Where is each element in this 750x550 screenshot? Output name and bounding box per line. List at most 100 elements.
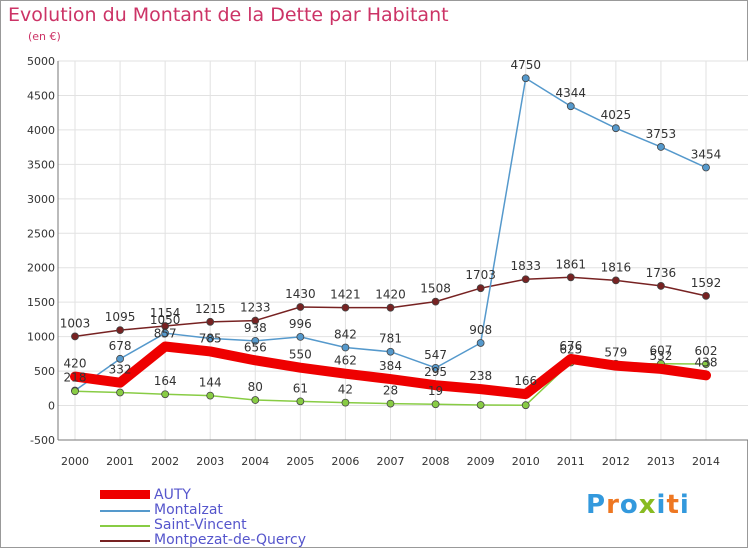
data-label-saint-vincent: 625 [559,342,582,356]
chart-title: Evolution du Montant de la Dette par Hab… [8,4,449,26]
logo-letter: t [666,490,680,520]
data-point-auty [566,354,576,364]
data-point-auty [205,347,215,356]
logo-letter: o [619,490,639,520]
data-label-auty: 420 [64,357,87,371]
data-point-saint-vincent [476,401,485,409]
data-point-montalzat [657,143,665,151]
data-point-saint-vincent [296,397,305,406]
x-tick-label: 2005 [286,455,314,468]
data-label-saint-vincent: 28 [383,384,398,398]
data-label-montalzat: 4344 [556,86,587,100]
data-point-montpezat-de-quercy [71,332,79,341]
logo-letter: i [656,490,667,520]
chart-subtitle: (en €) [28,30,61,43]
data-label-auty: 438 [695,355,718,369]
data-point-montalzat [566,102,575,111]
y-tick-label: 0 [48,400,55,413]
data-label-auty: 295 [424,365,447,379]
data-label-saint-vincent: 80 [248,380,263,394]
legend-label-auty: AUTY [154,487,191,503]
data-point-montpezat-de-quercy [476,284,485,293]
data-label-saint-vincent: 164 [154,374,177,388]
data-point-montpezat-de-quercy [611,276,620,285]
data-point-auty [250,355,260,365]
data-point-montpezat-de-quercy [386,303,395,312]
data-point-saint-vincent [431,400,440,409]
x-tick-label: 2014 [692,455,720,468]
data-label-montalzat: 218 [64,371,87,385]
data-point-auty [476,384,486,394]
x-tick-label: 2006 [331,455,359,468]
data-label-auty: 532 [649,349,672,363]
data-point-saint-vincent [251,396,260,404]
legend-swatch-montpezat [100,540,150,542]
legend-swatch-auty [100,490,150,499]
data-label-montalzat: 3454 [691,148,722,162]
data-label-montalzat: 3753 [646,127,677,141]
legend-swatch-montalzat [100,510,150,512]
data-label-montalzat: 908 [469,323,492,337]
data-point-montalzat [611,124,620,133]
data-point-montpezat-de-quercy [521,275,530,284]
data-label-montalzat: 842 [334,328,357,342]
x-tick-label: 2013 [647,455,675,468]
x-tick-label: 2001 [106,455,134,468]
data-label-auty: 857 [154,326,177,340]
data-label-montpezat-de-quercy: 1003 [60,316,91,330]
data-point-saint-vincent [521,401,530,410]
y-tick-label: 3500 [27,158,55,171]
x-tick-label: 2008 [422,455,450,468]
y-tick-label: 3000 [27,193,55,206]
data-label-montpezat-de-quercy: 1421 [330,288,361,302]
data-point-montalzat [116,354,124,363]
data-point-auty [521,389,531,399]
data-point-saint-vincent [386,399,395,408]
data-label-saint-vincent: 42 [338,383,353,397]
logo-letter: i [679,490,690,520]
data-point-montpezat-de-quercy [251,316,260,325]
y-tick-label: 5000 [27,55,55,68]
data-label-saint-vincent: 61 [293,381,308,395]
data-label-auty: 676 [559,339,582,353]
x-tick-label: 2003 [196,455,224,468]
logo-letter: r [606,490,620,520]
x-tick-label: 2010 [512,455,540,468]
data-label-montpezat-de-quercy: 1592 [691,276,722,290]
data-point-montpezat-de-quercy [431,297,440,306]
data-point-saint-vincent [71,387,79,396]
data-label-montpezat-de-quercy: 1233 [240,301,271,315]
data-label-saint-vincent: 144 [199,376,222,390]
y-tick-label: 1000 [27,331,55,344]
data-label-montalzat: 678 [109,339,132,353]
data-label-saint-vincent: 607 [649,344,672,358]
data-point-auty [386,374,395,384]
legend-label-montalzat: Montalzat [154,502,223,518]
data-label-montpezat-de-quercy: 1833 [510,259,541,273]
x-tick-label: 2012 [602,455,630,468]
data-label-auty: 550 [289,348,312,362]
data-label-montpezat-de-quercy: 1703 [465,268,496,282]
data-label-montpezat-de-quercy: 1736 [646,266,677,280]
data-point-montalzat [206,334,215,343]
legend-label-saint-vincent: Saint-Vincent [154,517,247,533]
data-point-auty [295,363,305,373]
data-label-auty: 332 [109,363,132,377]
data-point-auty [611,361,621,371]
data-point-saint-vincent [206,391,215,400]
data-point-saint-vincent [702,360,710,368]
data-point-saint-vincent [341,398,350,407]
data-point-auty [701,370,711,380]
data-label-montpezat-de-quercy: 1154 [150,306,181,320]
data-label-montpezat-de-quercy: 1430 [285,287,316,301]
data-label-montpezat-de-quercy: 1420 [375,288,406,302]
data-label-saint-vincent: 602 [695,344,718,358]
data-point-auty [431,380,440,390]
y-tick-label: 500 [34,365,55,378]
data-label-auty: 166 [514,374,537,388]
data-point-montpezat-de-quercy [566,273,575,282]
legend-label-montpezat: Montpezat-de-Quercy [154,532,306,548]
data-point-saint-vincent [161,390,170,399]
y-tick-label: 2500 [27,227,55,240]
